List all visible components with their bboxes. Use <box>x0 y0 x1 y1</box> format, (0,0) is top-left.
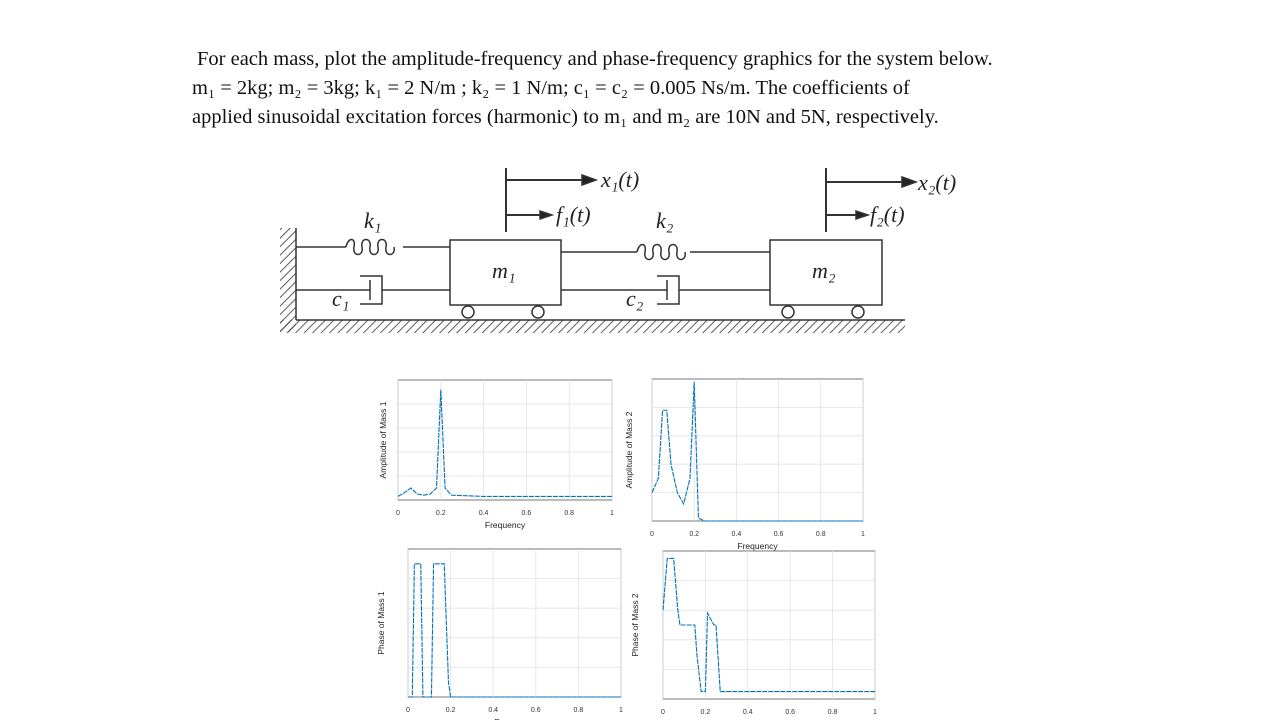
curve <box>397 389 612 497</box>
x-tick-label: 0.2 <box>689 531 699 538</box>
mass-1 <box>449 239 562 306</box>
spring-k2-coil <box>636 243 686 261</box>
arrowheads <box>855 175 919 221</box>
system-diagram <box>280 168 919 333</box>
wall <box>280 228 296 332</box>
y-axis-label: Amplitude of Mass 1 <box>378 401 388 478</box>
ground <box>280 320 905 333</box>
x-tick-label: 0.2 <box>701 709 711 716</box>
text-line: applied sinusoidal excitation forces (ha… <box>192 106 939 128</box>
y-axis-label: Amplitude of Mass 2 <box>624 411 634 488</box>
x-tick-label: 0.8 <box>828 709 838 716</box>
x-tick-label: 0.2 <box>436 510 446 517</box>
plot-area <box>407 548 622 698</box>
label: x₁(t) <box>600 167 639 192</box>
x-tick-label: 0.6 <box>522 510 532 517</box>
plot-area <box>651 378 864 522</box>
label: f₂(t) <box>870 202 905 227</box>
x-tick-label: 0.6 <box>531 707 541 714</box>
label: f₁(t) <box>556 202 591 227</box>
text-line: For each mass, plot the amplitude-freque… <box>197 48 993 70</box>
x-tick-label: 1 <box>610 510 614 517</box>
label: m₁ <box>492 258 516 283</box>
damper-c1 <box>296 275 450 305</box>
curve <box>662 557 875 693</box>
wheel <box>851 305 865 319</box>
x-tick-label: 0.4 <box>743 709 753 716</box>
wheel <box>461 305 475 319</box>
x-axis-label: Frequency <box>494 717 535 720</box>
spring-k1-coil <box>345 238 395 256</box>
arrowheads <box>539 173 599 221</box>
plot-area <box>662 550 876 700</box>
x-tick-label: 0.4 <box>479 510 489 517</box>
arrows-mass-1 <box>505 168 588 232</box>
arrows-mass-2 <box>825 168 906 232</box>
label: c₂ <box>626 286 644 311</box>
x-tick-label: 1 <box>619 707 623 714</box>
damper-c2 <box>561 275 770 305</box>
y-axis-label: Phase of Mass 2 <box>630 593 640 657</box>
x-tick-label: 1 <box>873 709 877 716</box>
x-tick-label: 1 <box>861 531 865 538</box>
x-tick-label: 0.2 <box>446 707 456 714</box>
x-tick-label: 0.8 <box>574 707 584 714</box>
y-axis-label: Phase of Mass 1 <box>376 591 386 655</box>
mass-2 <box>769 239 883 306</box>
label: k₂ <box>656 208 674 233</box>
wheel <box>781 305 795 319</box>
label: k₁ <box>364 208 381 233</box>
curve <box>651 381 863 522</box>
x-tick-label: 0.8 <box>816 531 826 538</box>
label: c₁ <box>332 286 349 311</box>
x-tick-label: 0 <box>661 709 665 716</box>
plot-area <box>397 379 613 501</box>
x-axis-label: Frequency <box>737 541 778 551</box>
x-tick-label: 0.8 <box>564 510 574 517</box>
curve <box>408 563 621 698</box>
x-tick-label: 0 <box>396 510 400 517</box>
problem-text: For each mass, plot the amplitude-freque… <box>192 48 993 128</box>
x-tick-label: 0 <box>650 531 654 538</box>
x-axis-label: Frequency <box>485 520 526 530</box>
wheel <box>531 305 545 319</box>
x-tick-label: 0 <box>406 707 410 714</box>
x-tick-label: 0.4 <box>488 707 498 714</box>
label: x₂(t) <box>917 170 956 195</box>
label: m₂ <box>812 258 836 283</box>
x-tick-label: 0.4 <box>732 531 742 538</box>
x-tick-label: 0.6 <box>774 531 784 538</box>
x-tick-label: 0.6 <box>785 709 795 716</box>
text-line: m₁ = 2kg; m₂ = 3kg; k₁ = 2 N/m ; k₂ = 1 … <box>192 77 910 99</box>
